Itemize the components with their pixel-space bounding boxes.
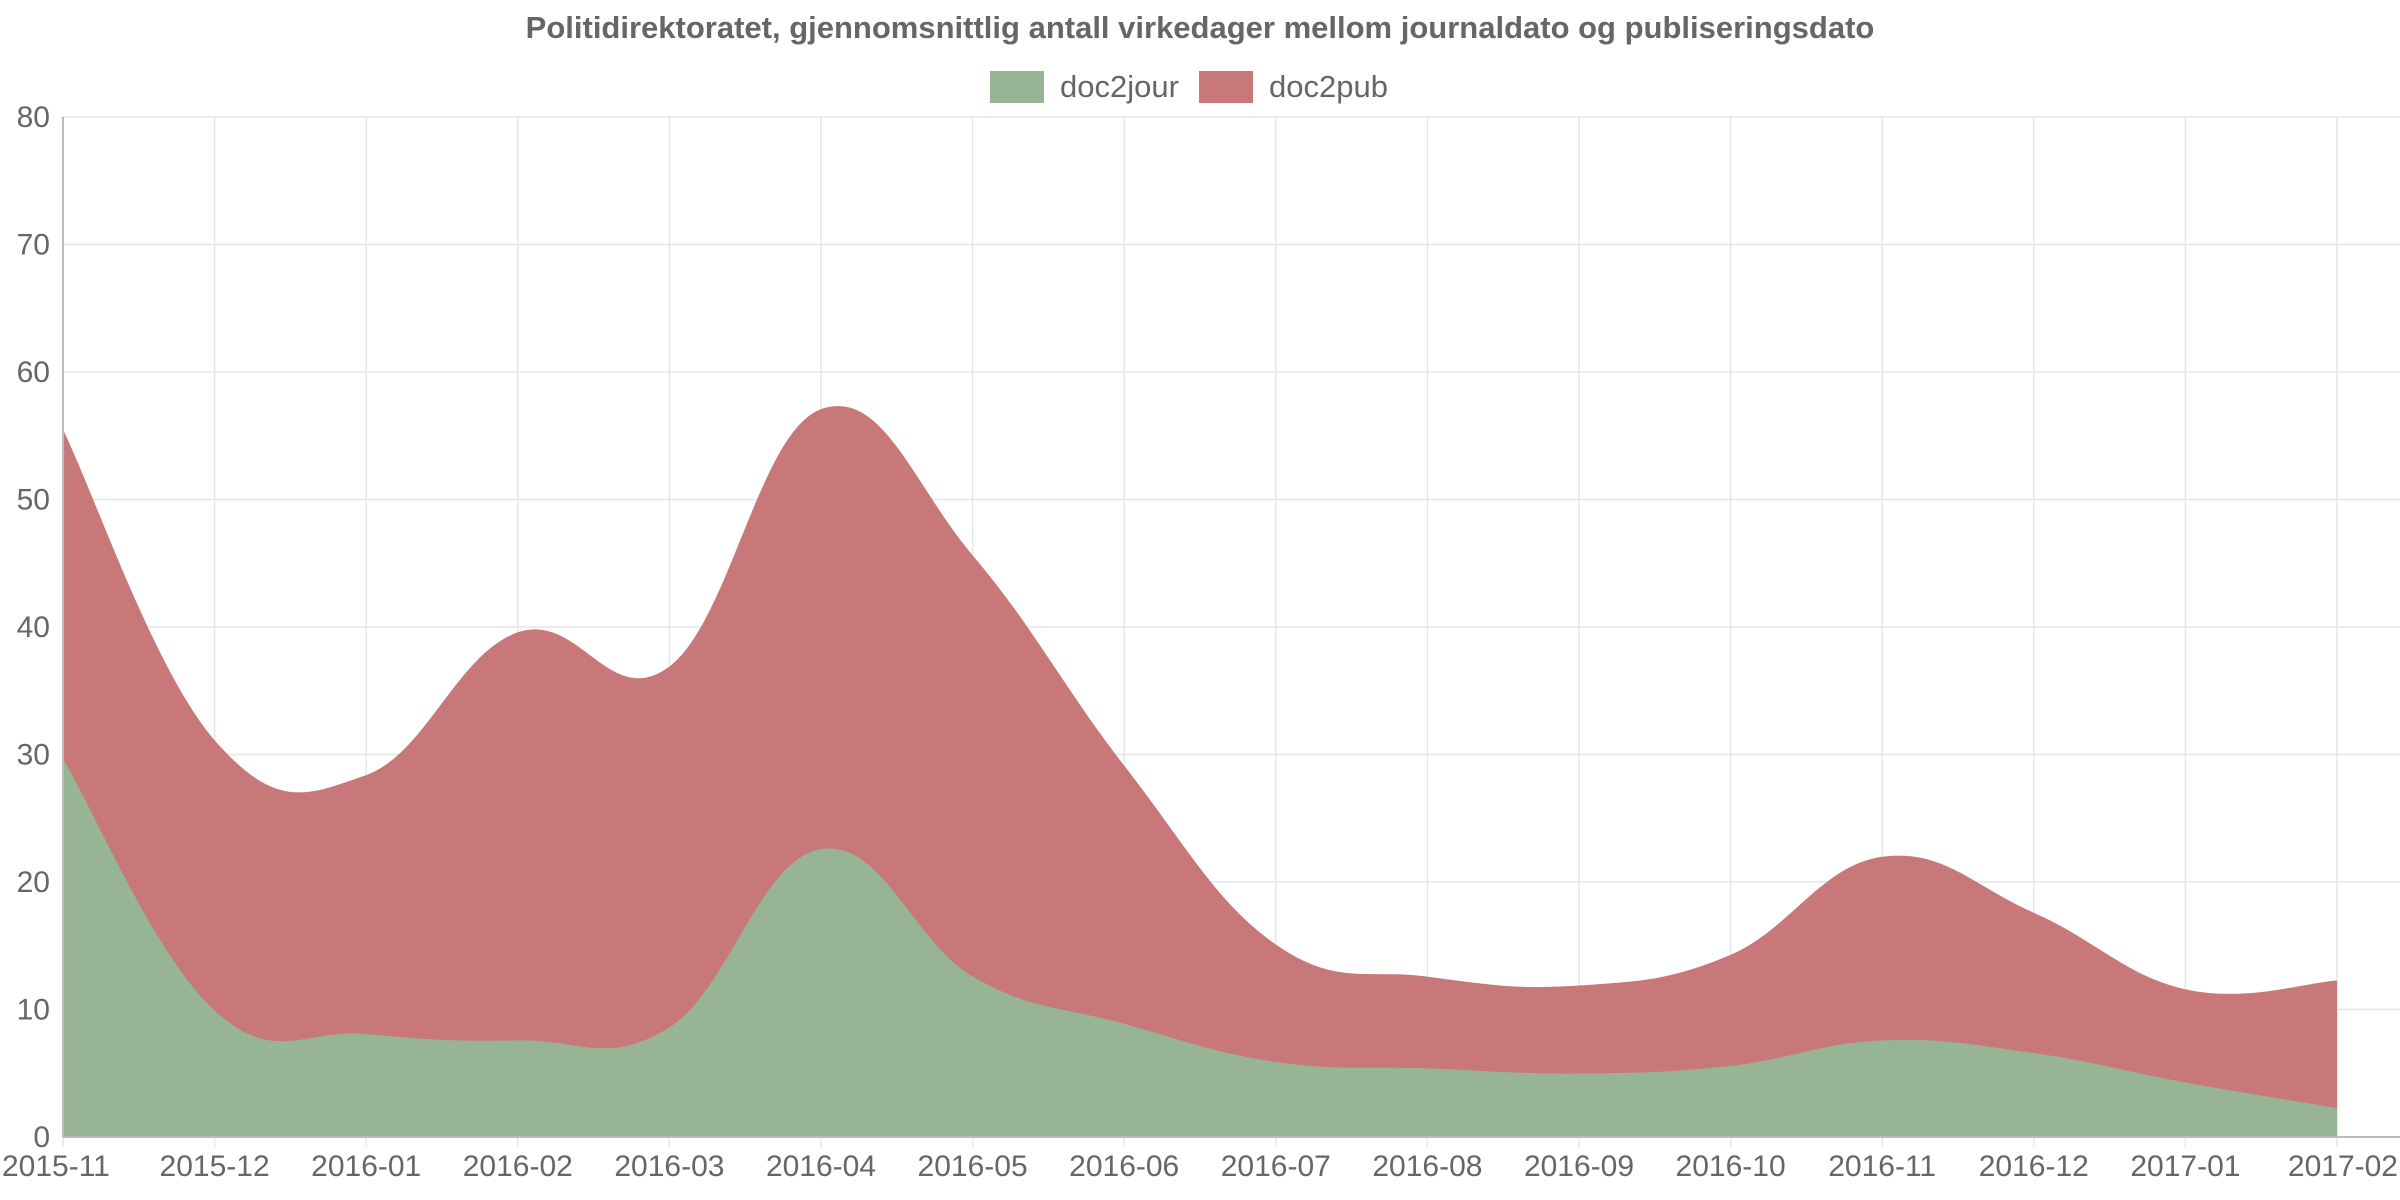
legend-swatch-doc2pub bbox=[1199, 71, 1253, 103]
x-tick-label: 2016-07 bbox=[1221, 1150, 1331, 1183]
legend-swatch-doc2jour bbox=[990, 71, 1044, 103]
x-tick-label: 2015-12 bbox=[160, 1150, 270, 1183]
series-line-doc2jour bbox=[62, 760, 2338, 1110]
x-tick-label: 2016-10 bbox=[1676, 1150, 1786, 1183]
x-tick-label: 2015-11 bbox=[2, 1150, 110, 1183]
series-line-doc2pub bbox=[62, 406, 2338, 996]
x-tick-label: 2016-06 bbox=[1069, 1150, 1179, 1183]
x-tick-label: 2016-05 bbox=[918, 1150, 1028, 1183]
y-tick-label: 10 bbox=[17, 994, 50, 1027]
y-tick-label: 70 bbox=[17, 229, 50, 262]
area-doc2pub bbox=[63, 407, 2337, 1137]
areas bbox=[62, 406, 2338, 1137]
legend-label-doc2jour: doc2jour bbox=[1060, 69, 1179, 104]
y-tick-label: 80 bbox=[17, 101, 50, 134]
x-tick-label: 2016-03 bbox=[614, 1150, 724, 1183]
area-doc2jour bbox=[63, 760, 2337, 1137]
x-tick-label: 2016-12 bbox=[1979, 1150, 2089, 1183]
y-tick-label: 30 bbox=[17, 739, 50, 772]
x-tick-label: 2017-01 bbox=[2130, 1150, 2240, 1183]
x-tick-label: 2016-11 bbox=[1828, 1150, 1936, 1183]
legend: doc2jour doc2pub bbox=[990, 69, 1388, 104]
axes: 0 10 20 30 40 50 60 70 80 2015-11 2015-12 2016-01 20… bbox=[2, 101, 2400, 1183]
legend-label-doc2pub: doc2pub bbox=[1269, 69, 1388, 104]
x-tick-label: 2016-01 bbox=[311, 1150, 421, 1183]
y-tick-label: 40 bbox=[17, 611, 50, 644]
x-tick-label: 2016-02 bbox=[463, 1150, 573, 1183]
chart-title: Politidirektoratet, gjennomsnittlig anta… bbox=[526, 10, 1875, 45]
x-tick-label: 2016-09 bbox=[1524, 1150, 1634, 1183]
y-tick-label: 0 bbox=[33, 1121, 50, 1154]
y-tick-label: 50 bbox=[17, 484, 50, 517]
x-tick-label: 2016-08 bbox=[1372, 1150, 1482, 1183]
y-tick-label: 60 bbox=[17, 356, 50, 389]
x-tick-label: 2016-04 bbox=[766, 1150, 876, 1183]
y-tick-label: 20 bbox=[17, 866, 50, 899]
x-tick-label: 2017-02 bbox=[2288, 1150, 2398, 1183]
